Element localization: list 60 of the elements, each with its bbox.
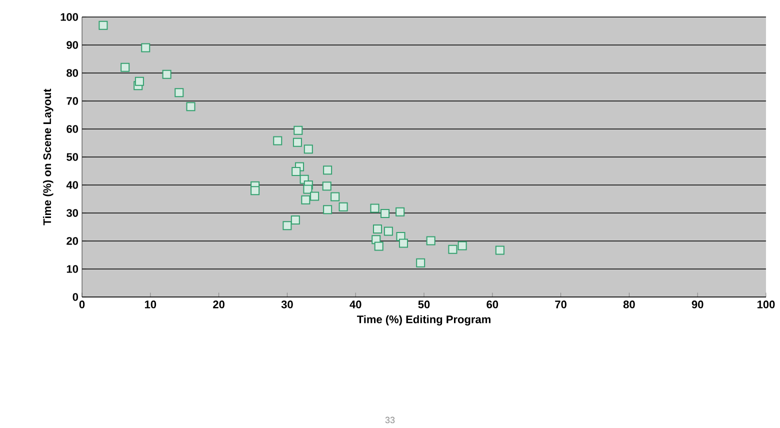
point [282, 221, 292, 230]
y-tick-label: 0 [72, 293, 78, 301]
point [374, 242, 384, 251]
x-tick-label: 0 [79, 300, 85, 308]
y-tick-label: 20 [66, 237, 78, 245]
point [250, 186, 260, 196]
point [273, 136, 282, 146]
point [292, 167, 301, 176]
point [322, 182, 332, 191]
point [290, 215, 300, 224]
x-tick-label: 10 [144, 300, 156, 308]
x-tick-label: 50 [418, 300, 430, 308]
point [416, 258, 426, 268]
y-tick-label: 30 [66, 209, 78, 217]
point [292, 138, 302, 147]
point [310, 192, 320, 201]
y-tick-label: 70 [66, 97, 78, 105]
point [186, 102, 196, 112]
point [370, 204, 380, 213]
point [398, 238, 408, 248]
x-tick-label: 20 [213, 300, 224, 308]
x-tick-label: 70 [555, 300, 566, 308]
point [303, 184, 312, 194]
y-tick-label: 60 [66, 125, 78, 133]
text: 33 [385, 416, 395, 424]
y-tick-label: 10 [66, 265, 78, 273]
point [323, 166, 332, 175]
point [338, 202, 348, 212]
x-tick-label: 40 [350, 300, 362, 308]
y-tick-label: 40 [66, 181, 78, 189]
x-tick-label: 90 [692, 300, 704, 308]
y-tick-label: 90 [66, 41, 78, 49]
point [98, 20, 108, 30]
y-tick-label: 100 [60, 13, 78, 21]
x-tick-label: 30 [281, 300, 293, 308]
x-tick-label: 60 [486, 300, 498, 308]
point [426, 236, 436, 246]
point [384, 226, 393, 236]
point [495, 246, 504, 255]
point [396, 207, 405, 216]
point [458, 241, 467, 250]
point [120, 62, 130, 72]
point [448, 244, 458, 254]
point [174, 88, 184, 98]
x-tick-label: 80 [623, 300, 635, 308]
y-tick-label: 80 [66, 69, 78, 77]
x-axis-title: Time (%) Editing Program [357, 315, 490, 326]
point [301, 195, 310, 204]
x-tick-label: 100 [758, 300, 775, 308]
point [372, 224, 382, 234]
point [134, 76, 144, 86]
point [323, 205, 332, 214]
point [141, 43, 150, 52]
y-axis-title: Time (%) on Scene Layout [43, 88, 54, 226]
y-tick-label: 50 [66, 153, 78, 161]
point [380, 209, 390, 218]
point [330, 192, 340, 202]
point [294, 126, 303, 135]
point [162, 70, 172, 79]
point [304, 144, 313, 154]
